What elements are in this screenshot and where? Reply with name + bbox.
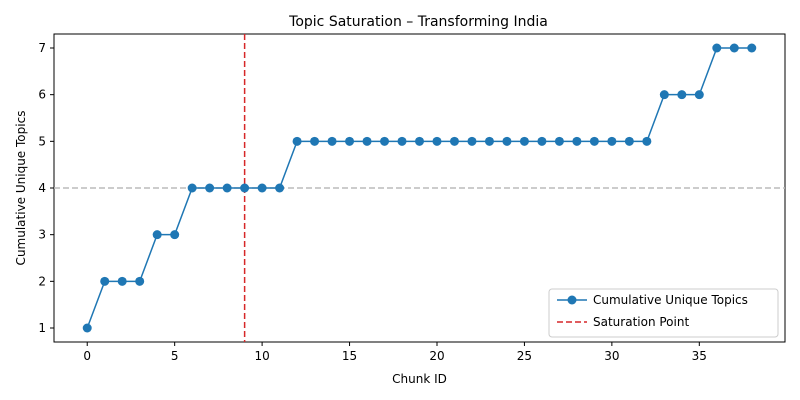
- data-point: [467, 136, 477, 146]
- y-tick-label: 1: [38, 321, 46, 335]
- x-tick-label: 10: [254, 349, 269, 363]
- data-point: [554, 136, 564, 146]
- data-point: [82, 323, 92, 333]
- data-point: [677, 90, 687, 100]
- data-point: [135, 276, 145, 286]
- data-point: [589, 136, 599, 146]
- data-point: [624, 136, 634, 146]
- data-point: [642, 136, 652, 146]
- data-point: [345, 136, 355, 146]
- data-point: [607, 136, 617, 146]
- series-group: [82, 43, 757, 333]
- data-point: [502, 136, 512, 146]
- data-point: [397, 136, 407, 146]
- data-point: [100, 276, 110, 286]
- data-point: [484, 136, 494, 146]
- data-point: [205, 183, 215, 193]
- data-point: [449, 136, 459, 146]
- y-axis-label: Cumulative Unique Topics: [14, 111, 28, 266]
- data-point: [694, 90, 704, 100]
- x-tick-label: 15: [342, 349, 357, 363]
- data-point: [292, 136, 302, 146]
- data-point: [187, 183, 197, 193]
- x-tick-label: 20: [429, 349, 444, 363]
- legend-label-series: Cumulative Unique Topics: [593, 293, 748, 307]
- data-point: [432, 136, 442, 146]
- data-point: [519, 136, 529, 146]
- x-tick-label: 35: [692, 349, 707, 363]
- data-point: [170, 230, 180, 240]
- y-tick-label: 4: [38, 181, 46, 195]
- data-point: [222, 183, 232, 193]
- x-tick-label: 30: [604, 349, 619, 363]
- y-tick-label: 3: [38, 228, 46, 242]
- data-point: [712, 43, 722, 53]
- data-point: [152, 230, 162, 240]
- data-point: [362, 136, 372, 146]
- data-point: [117, 276, 127, 286]
- data-point: [380, 136, 390, 146]
- data-point: [747, 43, 757, 53]
- y-tick-label: 2: [38, 274, 46, 288]
- data-point: [537, 136, 547, 146]
- legend-marker-series: [567, 295, 577, 305]
- data-point: [327, 136, 337, 146]
- data-point: [659, 90, 669, 100]
- x-tick-label: 25: [517, 349, 532, 363]
- data-point: [415, 136, 424, 146]
- y-tick-label: 5: [38, 134, 46, 148]
- x-tick-label: 5: [171, 349, 179, 363]
- data-point: [240, 183, 250, 193]
- legend-label-saturation: Saturation Point: [593, 315, 689, 329]
- x-axis-label: Chunk ID: [392, 372, 447, 386]
- x-axis: 0 5 10 15 20 25 30 35: [83, 342, 707, 363]
- data-point: [572, 136, 582, 146]
- data-point: [275, 183, 285, 193]
- y-axis: 1 2 3 4 5 6 7: [38, 41, 54, 335]
- chart-title: Topic Saturation – Transforming India: [288, 14, 548, 30]
- legend-box: [548, 288, 779, 338]
- y-tick-label: 6: [38, 88, 46, 102]
- y-tick-label: 7: [38, 41, 46, 55]
- data-point: [257, 183, 267, 193]
- legend: Cumulative Unique Topics Saturation Poin…: [548, 288, 779, 338]
- data-point: [729, 43, 739, 53]
- x-tick-label: 0: [83, 349, 91, 363]
- data-point: [310, 136, 320, 146]
